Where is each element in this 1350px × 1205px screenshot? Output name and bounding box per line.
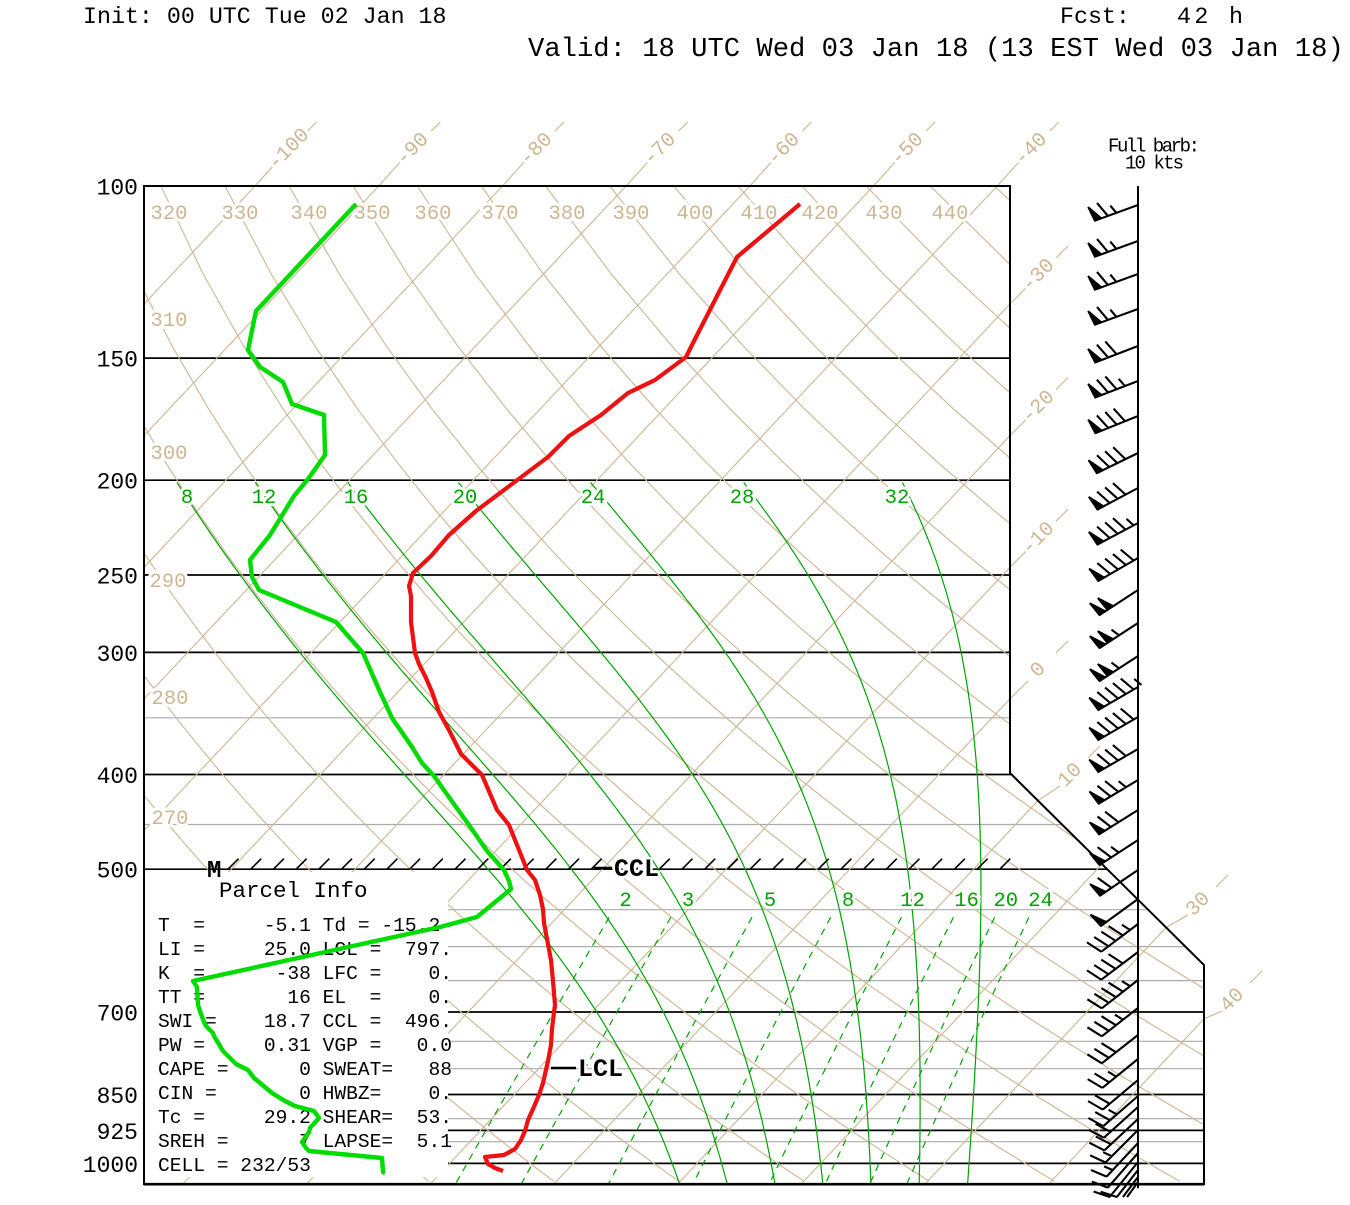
svg-text:Valid: 18 UTC Wed 03 Jan 18 (1: Valid: 18 UTC Wed 03 Jan 18 (13 EST Wed … <box>528 34 1344 65</box>
svg-text:M: M <box>207 858 221 885</box>
svg-text:270: 270 <box>152 808 189 831</box>
svg-text:3: 3 <box>682 890 694 913</box>
svg-text:300: 300 <box>97 642 138 668</box>
svg-text:TT = 16 EL = 0.: TT = 16 EL = 0. <box>158 987 452 1009</box>
svg-text:420: 420 <box>802 203 839 226</box>
svg-text:LCL: LCL <box>578 1055 623 1084</box>
svg-text:300: 300 <box>151 443 188 466</box>
svg-text:Init: 00 UTC Tue 02 Jan 18: Init: 00 UTC Tue 02 Jan 18 <box>83 4 447 30</box>
svg-text:16: 16 <box>954 890 979 913</box>
svg-text:430: 430 <box>866 203 903 226</box>
svg-text:250: 250 <box>97 565 138 591</box>
svg-text:925: 925 <box>97 1120 138 1146</box>
svg-text:850: 850 <box>97 1084 138 1110</box>
svg-text:8: 8 <box>842 890 854 913</box>
svg-text:390: 390 <box>613 203 650 226</box>
svg-text:2: 2 <box>619 890 631 913</box>
svg-text:24: 24 <box>1028 890 1053 913</box>
svg-text:310: 310 <box>151 310 188 333</box>
svg-text:380: 380 <box>549 203 586 226</box>
svg-text:12: 12 <box>252 487 277 510</box>
svg-text:280: 280 <box>152 688 189 711</box>
svg-text:T = -5.1 Td = -15.2: T = -5.1 Td = -15.2 <box>158 915 440 937</box>
svg-text:440: 440 <box>932 203 969 226</box>
svg-text:100: 100 <box>97 176 138 202</box>
svg-text:340: 340 <box>291 203 328 226</box>
svg-text:290: 290 <box>150 571 187 594</box>
svg-text:400: 400 <box>677 203 714 226</box>
svg-text:200: 200 <box>97 470 138 496</box>
svg-text:CELL = 232/53: CELL = 232/53 <box>158 1155 311 1177</box>
svg-text:10 kts: 10 kts <box>1125 153 1184 175</box>
svg-text:CAPE = 0 SWEAT= 88: CAPE = 0 SWEAT= 88 <box>158 1059 452 1081</box>
svg-text:PW = 0.31 VGP = 0.0: PW = 0.31 VGP = 0.0 <box>158 1035 452 1057</box>
svg-text:32: 32 <box>885 487 910 510</box>
svg-text:20: 20 <box>453 487 478 510</box>
svg-text:CCL: CCL <box>614 855 659 884</box>
svg-text:400: 400 <box>97 764 138 790</box>
svg-text:500: 500 <box>97 859 138 885</box>
svg-text:CIN = 0 HWBZ= 0.: CIN = 0 HWBZ= 0. <box>158 1083 452 1105</box>
svg-text:410: 410 <box>741 203 778 226</box>
svg-text:360: 360 <box>415 203 452 226</box>
svg-text:350: 350 <box>354 203 391 226</box>
svg-text:1000: 1000 <box>83 1153 138 1179</box>
svg-text:8: 8 <box>181 487 193 510</box>
svg-text:16: 16 <box>344 487 369 510</box>
svg-text:320: 320 <box>151 203 188 226</box>
svg-text:150: 150 <box>97 348 138 374</box>
svg-text:Fcst:: Fcst: <box>1060 4 1130 30</box>
svg-text:700: 700 <box>97 1002 138 1028</box>
svg-text:370: 370 <box>482 203 519 226</box>
svg-text:12: 12 <box>900 890 925 913</box>
svg-text:24: 24 <box>581 487 606 510</box>
svg-text:330: 330 <box>222 203 259 226</box>
svg-text:Parcel Info: Parcel Info <box>219 878 368 904</box>
svg-text:28: 28 <box>730 487 755 510</box>
svg-text:K = -38 LFC = 0.: K = -38 LFC = 0. <box>158 963 452 985</box>
svg-text:5: 5 <box>764 890 776 913</box>
svg-text:20: 20 <box>993 890 1018 913</box>
